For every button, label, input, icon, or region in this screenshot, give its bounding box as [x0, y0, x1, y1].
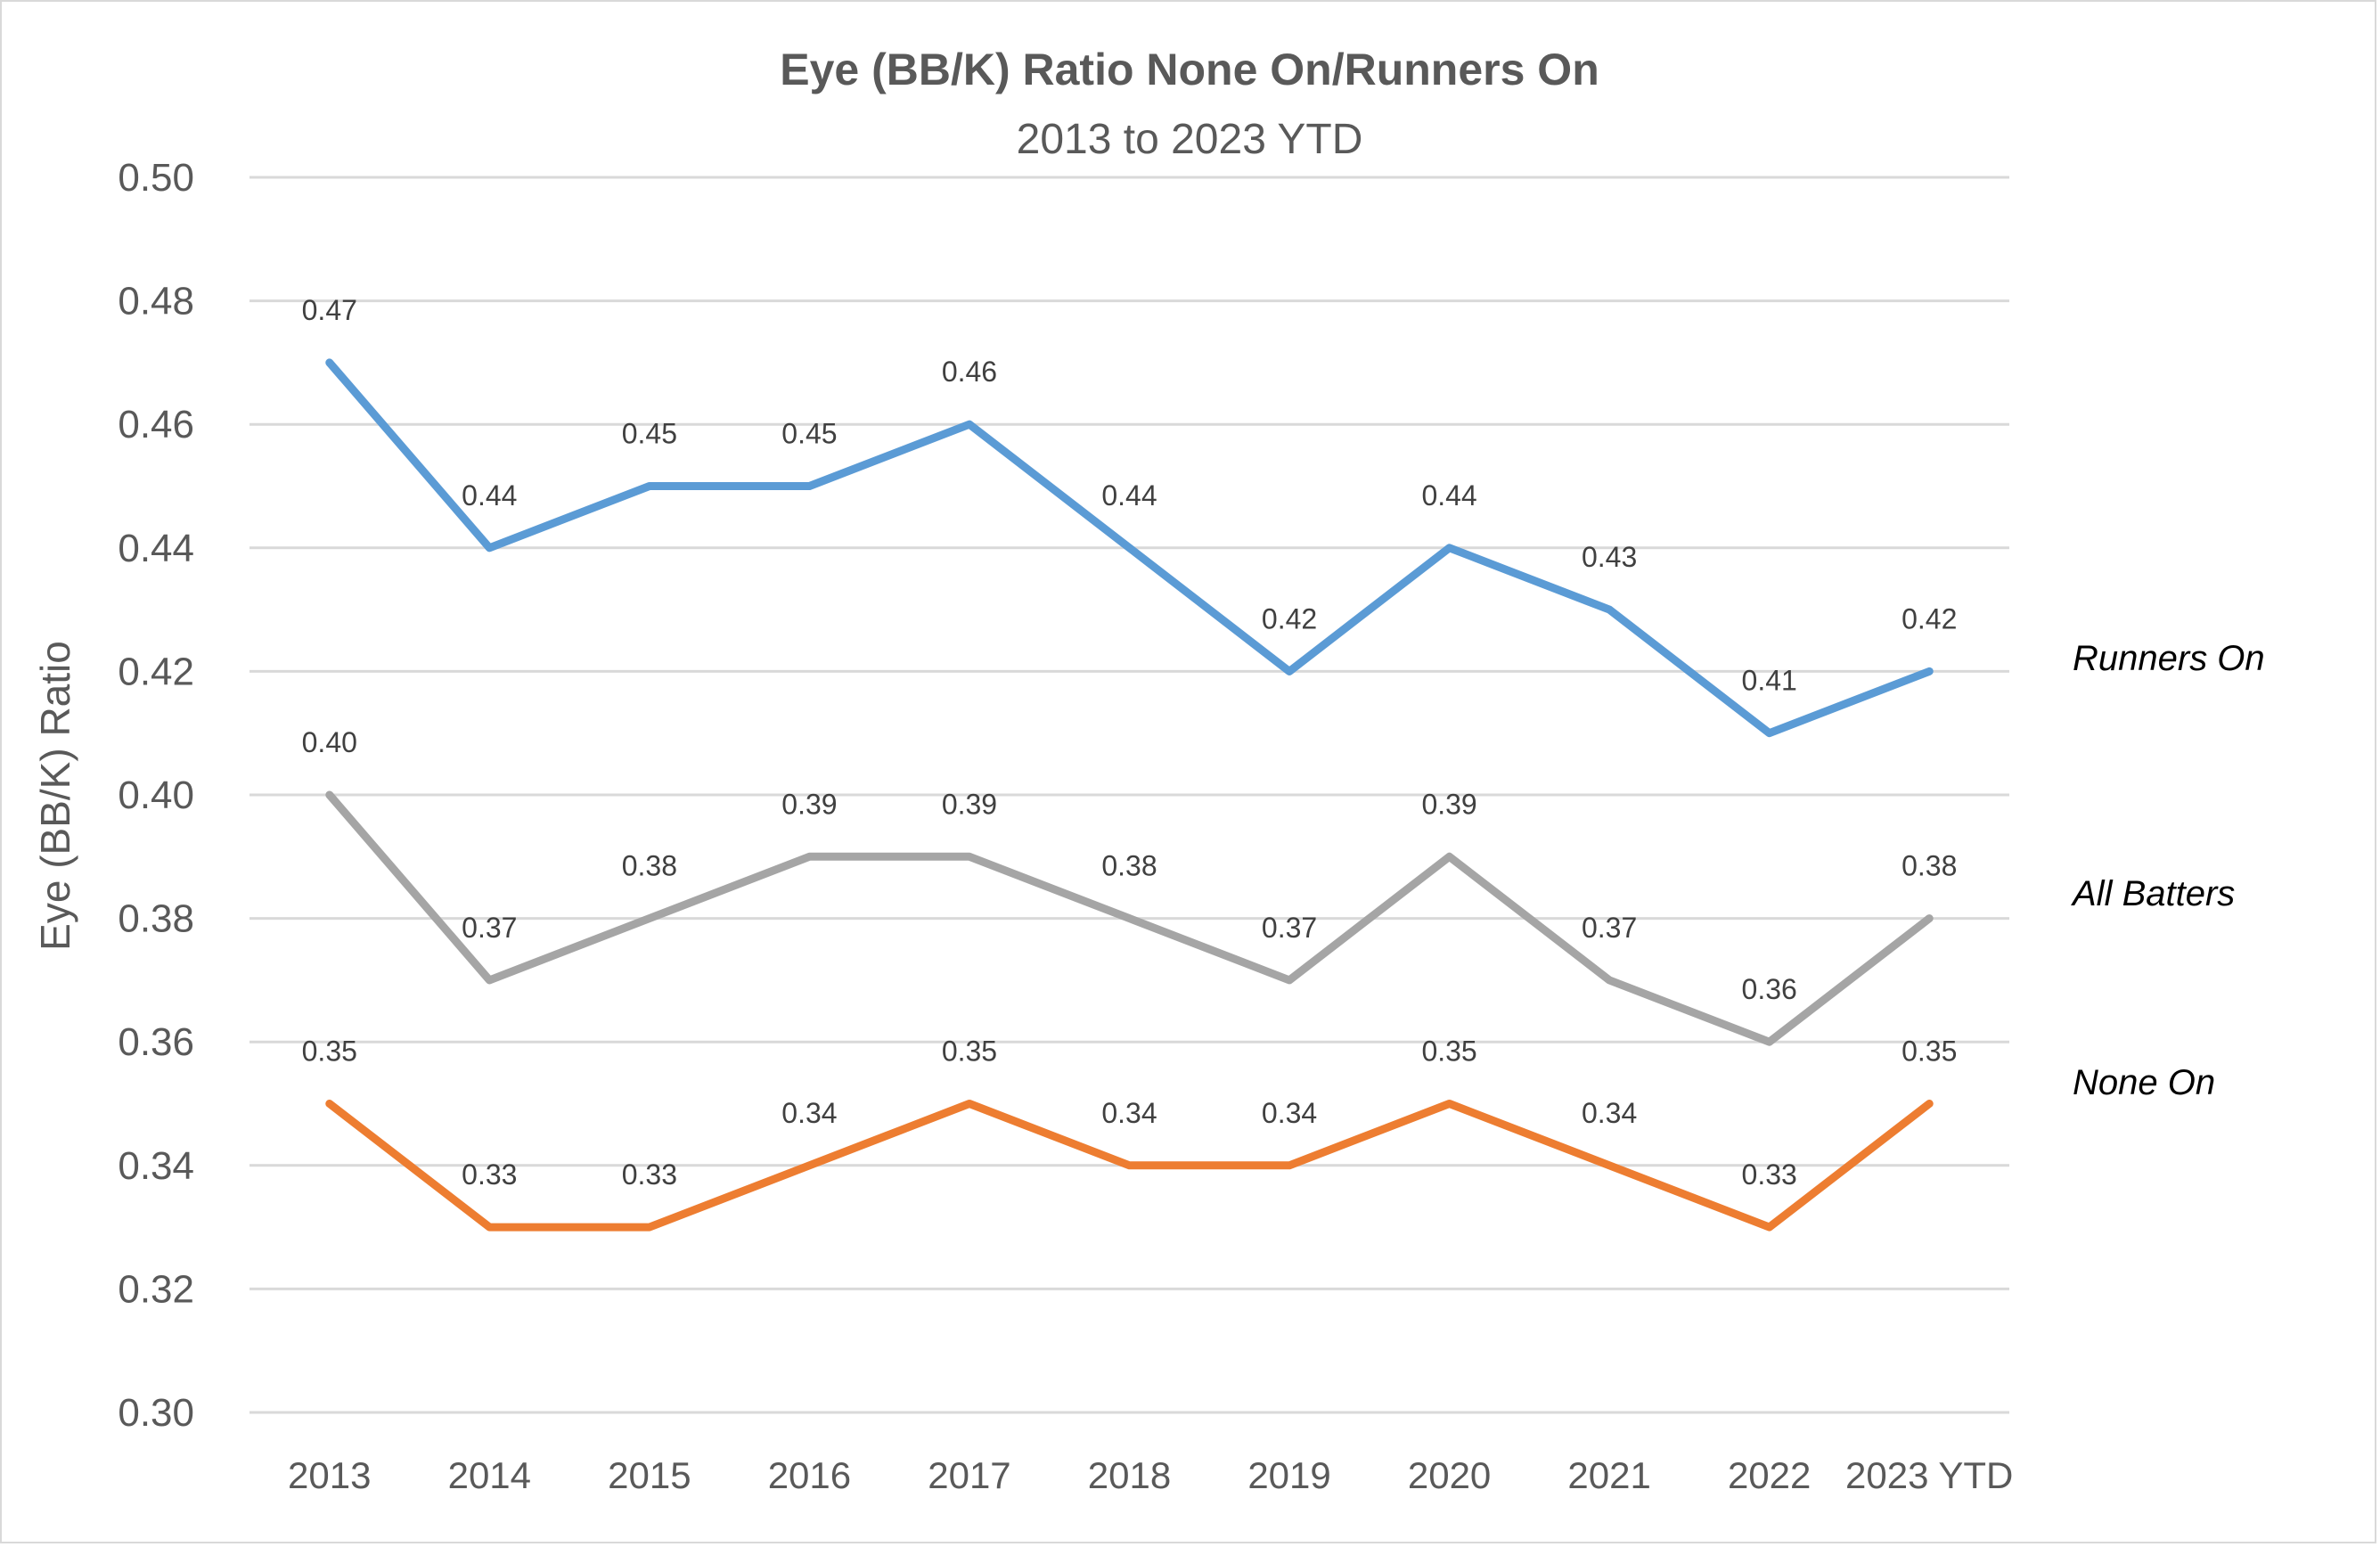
series	[325, 358, 1934, 1232]
data-label-runners-on: 0.44	[1421, 479, 1476, 512]
x-tick-label: 2015	[608, 1454, 691, 1496]
y-tick-label: 0.30	[118, 1391, 194, 1435]
chart-title: Eye (BB/K) Ratio None On/Runners On	[780, 45, 1599, 94]
series-labels: Runners On All Batters None On	[2071, 639, 2265, 1102]
data-label-none-on: 0.35	[1902, 1035, 1957, 1068]
y-tick-label: 0.40	[118, 774, 194, 817]
data-label-all-batters: 0.39	[781, 788, 837, 820]
series-label-runners-on: Runners On	[2073, 639, 2265, 678]
data-label-runners-on: 0.44	[462, 479, 517, 512]
data-label-runners-on: 0.42	[1262, 602, 1317, 634]
x-tick-label: 2018	[1088, 1454, 1171, 1496]
data-label-none-on: 0.35	[302, 1035, 357, 1068]
data-label-none-on: 0.35	[942, 1035, 997, 1068]
data-label-none-on: 0.34	[781, 1097, 837, 1129]
x-axis-ticks: 2013 2014 2015 2016 2017 2018 2019 2020 2021 2022…	[288, 1454, 2013, 1496]
y-tick-label: 0.36	[118, 1020, 194, 1064]
data-label-runners-on: 0.44	[1101, 479, 1157, 512]
series-line-all-batters	[325, 790, 1934, 1046]
x-tick-label: 2022	[1728, 1454, 1811, 1496]
data-label-all-batters: 0.39	[942, 788, 997, 820]
data-label-runners-on: 0.47	[302, 294, 357, 326]
data-label-runners-on: 0.45	[622, 418, 677, 450]
x-tick-label: 2021	[1567, 1454, 1650, 1496]
data-label-runners-on: 0.45	[781, 418, 837, 450]
data-label-none-on: 0.34	[1101, 1097, 1157, 1129]
data-label-none-on: 0.34	[1582, 1097, 1637, 1129]
y-tick-label: 0.44	[118, 527, 194, 570]
data-label-none-on: 0.33	[1742, 1158, 1797, 1191]
series-line-runners-on	[325, 358, 1934, 738]
x-tick-label: 2020	[1408, 1454, 1491, 1496]
series-line-none-on	[325, 1100, 1934, 1232]
y-tick-label: 0.32	[118, 1267, 194, 1311]
data-label-none-on: 0.34	[1262, 1097, 1317, 1129]
data-label-all-batters: 0.40	[302, 726, 357, 758]
data-label-all-batters: 0.37	[1262, 912, 1317, 944]
series-label-all-batters: All Batters	[2071, 874, 2235, 913]
data-label-none-on: 0.33	[462, 1158, 517, 1191]
data-labels: 0.47 0.44 0.45 0.45 0.46 0.44 0.42 0.44 0.43 0.41…	[302, 294, 1958, 1191]
series-label-none-on: None On	[2073, 1063, 2215, 1102]
y-axis-ticks: 0.50 0.48 0.46 0.44 0.42 0.40 0.38 0.36 0.34 0.32…	[118, 156, 194, 1435]
data-label-all-batters: 0.36	[1742, 973, 1797, 1005]
data-label-all-batters: 0.38	[1101, 850, 1157, 882]
x-tick-label: 2017	[928, 1454, 1010, 1496]
x-tick-label: 2019	[1247, 1454, 1330, 1496]
data-label-all-batters: 0.39	[1421, 788, 1476, 820]
data-label-all-batters: 0.37	[462, 912, 517, 944]
data-label-runners-on: 0.41	[1742, 665, 1797, 697]
data-label-runners-on: 0.46	[942, 356, 997, 388]
y-tick-label: 0.48	[118, 280, 194, 323]
y-tick-label: 0.50	[118, 156, 194, 200]
data-label-all-batters: 0.38	[1902, 850, 1957, 882]
x-tick-label: 2014	[448, 1454, 531, 1496]
data-label-none-on: 0.35	[1421, 1035, 1476, 1068]
y-axis-title: Eye (BB/K) Ratio	[32, 641, 78, 951]
y-tick-label: 0.42	[118, 650, 194, 693]
x-tick-label: 2016	[768, 1454, 851, 1496]
x-tick-label: 2013	[288, 1454, 371, 1496]
data-label-all-batters: 0.37	[1582, 912, 1637, 944]
chart-subtitle: 2013 to 2023 YTD	[1017, 116, 1363, 163]
data-label-runners-on: 0.43	[1582, 541, 1637, 573]
data-label-runners-on: 0.42	[1902, 602, 1957, 634]
data-label-all-batters: 0.38	[622, 850, 677, 882]
y-tick-label: 0.34	[118, 1144, 194, 1188]
data-label-none-on: 0.33	[622, 1158, 677, 1191]
y-tick-label: 0.46	[118, 403, 194, 446]
x-tick-label: 2023 YTD	[1845, 1454, 2013, 1496]
y-tick-label: 0.38	[118, 897, 194, 941]
